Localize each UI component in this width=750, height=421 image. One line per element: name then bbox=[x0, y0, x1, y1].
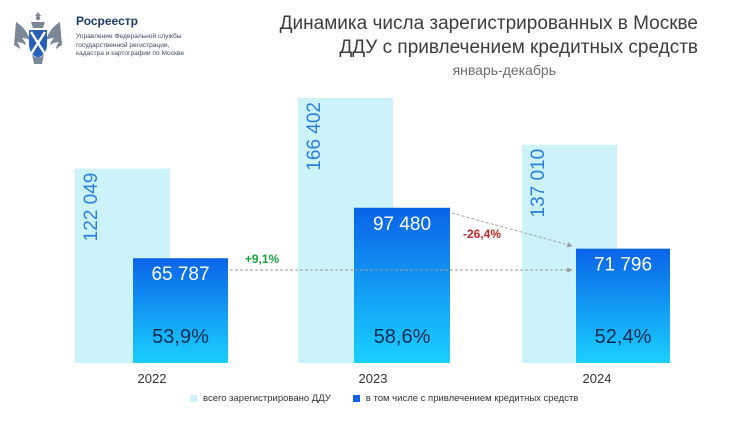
x-tick-label: 2022 bbox=[138, 371, 167, 386]
chart-title-line: Динамика числа зарегистрированных в Моск… bbox=[279, 13, 698, 34]
share-percent-label: 53,9% bbox=[152, 326, 209, 348]
credit-value-label: 65 787 bbox=[151, 264, 209, 285]
org-name: Росреестр bbox=[76, 14, 138, 28]
chart-subtitle: январь-декабрь bbox=[452, 62, 556, 78]
legend: всего зарегистрировано ДДУ в том числе с… bbox=[190, 393, 600, 404]
chart-title-line: ДДУ с привлечением кредитных средств bbox=[339, 37, 698, 58]
org-subtitle-line: кадастра и картографии по Москве bbox=[76, 50, 184, 58]
change-percent-label: -26,4% bbox=[463, 227, 501, 241]
total-value-label: 137 010 bbox=[528, 149, 549, 218]
share-percent-label: 58,6% bbox=[374, 326, 431, 348]
total-value-label: 122 049 bbox=[81, 173, 102, 242]
org-subtitle-line: Управление Федеральной службы bbox=[76, 33, 182, 40]
share-percent-label: 52,4% bbox=[595, 326, 652, 348]
bar-credit-2024 bbox=[576, 248, 670, 363]
legend-item-total: всего зарегистрировано ДДУ bbox=[190, 393, 331, 404]
chart-title: Динамика числа зарегистрированных в Моск… bbox=[238, 12, 698, 60]
credit-value-label: 97 480 bbox=[373, 214, 431, 235]
bar-credit-2022 bbox=[133, 258, 228, 363]
rosreestr-eagle-logo bbox=[14, 12, 62, 64]
legend-label-total: всего зарегистрировано ДДУ bbox=[203, 393, 331, 404]
legend-item-credit: в том числе с привлечением кредитных сре… bbox=[352, 393, 579, 404]
org-subtitle: Управление Федеральной службы государств… bbox=[76, 33, 266, 59]
legend-swatch-total bbox=[190, 395, 197, 402]
legend-label-credit: в том числе с привлечением кредитных сре… bbox=[365, 393, 579, 404]
x-tick-label: 2024 bbox=[583, 371, 612, 386]
legend-swatch-credit bbox=[352, 395, 360, 402]
credit-value-label: 71 796 bbox=[594, 255, 652, 276]
org-subtitle-line: государственной регистрации, bbox=[76, 41, 170, 49]
bar-credit-2023 bbox=[354, 207, 450, 363]
x-tick-label: 2023 bbox=[359, 371, 388, 386]
change-arrow bbox=[451, 212, 573, 248]
change-percent-label: +9,1% bbox=[245, 252, 280, 266]
total-value-label: 166 402 bbox=[304, 102, 325, 171]
